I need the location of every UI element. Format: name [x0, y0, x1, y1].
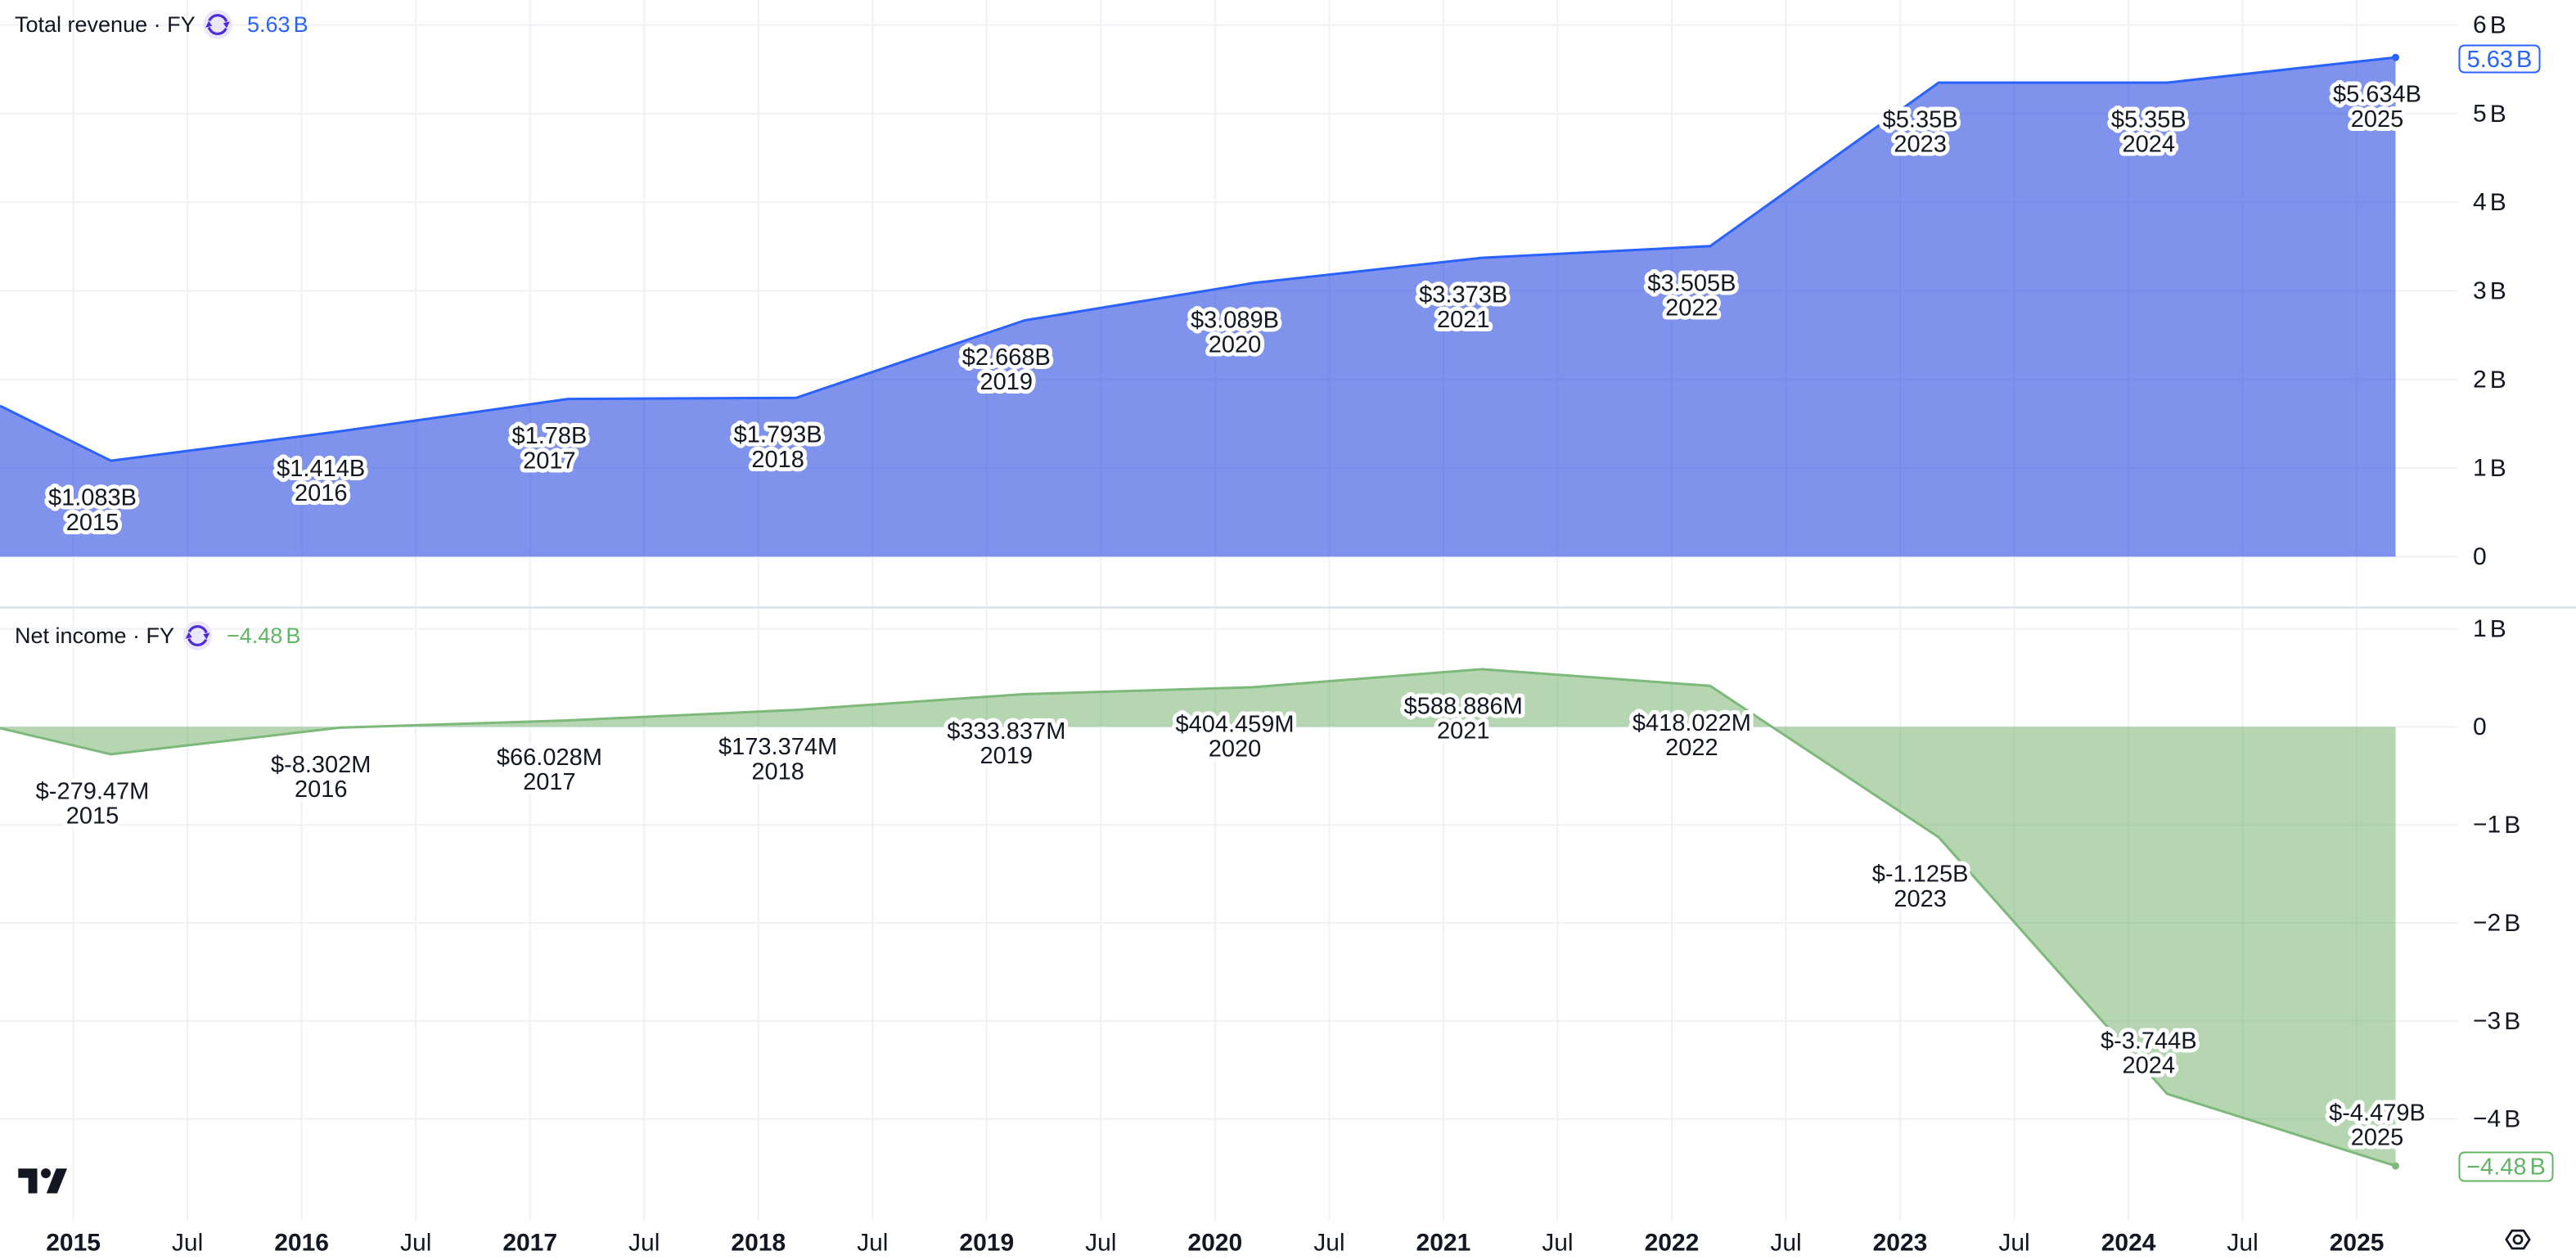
svg-text:2025: 2025	[2351, 106, 2404, 133]
svg-text:2016: 2016	[295, 776, 348, 803]
svg-text:−1B: −1 B	[2473, 812, 2520, 839]
svg-text:6B: 6B	[2473, 11, 2506, 38]
svg-text:0: 0	[2473, 543, 2487, 570]
svg-text:Jul: Jul	[1542, 1230, 1573, 1257]
svg-text:5.63B: 5.63 B	[247, 12, 308, 37]
svg-text:2022: 2022	[1645, 1230, 1700, 1257]
svg-text:2021: 2021	[1416, 1230, 1471, 1257]
svg-text:2019: 2019	[959, 1230, 1014, 1257]
svg-text:Jul: Jul	[2227, 1230, 2258, 1257]
svg-text:4B: 4B	[2473, 189, 2506, 216]
svg-text:2018: 2018	[731, 1230, 786, 1257]
svg-text:$-3.744B: $-3.744B	[2101, 1028, 2197, 1054]
svg-text:$5.35B: $5.35B	[1883, 107, 1958, 133]
svg-text:2020: 2020	[1209, 736, 1262, 763]
svg-text:$404.459M: $404.459M	[1175, 711, 1294, 737]
svg-text:$418.022M: $418.022M	[1633, 710, 1751, 736]
svg-text:Jul: Jul	[1313, 1230, 1344, 1257]
svg-text:2023: 2023	[1894, 886, 1947, 912]
svg-text:2017: 2017	[523, 448, 576, 474]
svg-text:Jul: Jul	[1998, 1230, 2029, 1257]
svg-text:0: 0	[2473, 713, 2487, 740]
svg-text:5B: 5B	[2473, 100, 2506, 127]
svg-text:2022: 2022	[1665, 735, 1718, 761]
svg-text:2023: 2023	[1894, 132, 1947, 158]
svg-text:Jul: Jul	[1085, 1230, 1116, 1257]
svg-text:$-279.47M: $-279.47M	[36, 778, 150, 804]
svg-text:2018: 2018	[751, 758, 804, 785]
svg-text:$333.837M: $333.837M	[947, 718, 1065, 745]
svg-text:2019: 2019	[980, 743, 1034, 769]
svg-text:2022: 2022	[1665, 295, 1718, 322]
svg-text:2021: 2021	[1437, 718, 1490, 745]
svg-text:Jul: Jul	[857, 1230, 888, 1257]
svg-text:2021: 2021	[1437, 307, 1490, 333]
svg-text:$-1.125B: $-1.125B	[1872, 862, 1969, 888]
svg-text:2015: 2015	[46, 1230, 101, 1257]
svg-text:2018: 2018	[751, 447, 804, 473]
svg-text:Jul: Jul	[172, 1230, 203, 1257]
svg-text:−4.48B: −4.48 B	[2466, 1154, 2546, 1181]
svg-text:$1.083B: $1.083B	[48, 485, 137, 511]
svg-text:Net income · FY: Net income · FY	[15, 623, 174, 648]
svg-text:−4B: −4 B	[2473, 1105, 2520, 1132]
svg-text:2024: 2024	[2123, 132, 2176, 158]
svg-text:$5.35B: $5.35B	[2111, 107, 2186, 133]
svg-text:2015: 2015	[66, 803, 119, 830]
svg-text:$3.373B: $3.373B	[1419, 282, 1507, 308]
svg-text:$5.634B: $5.634B	[2333, 82, 2421, 108]
svg-text:2024: 2024	[2101, 1230, 2156, 1257]
svg-text:2020: 2020	[1209, 332, 1262, 358]
svg-text:1B: 1B	[2473, 455, 2506, 482]
svg-text:$-8.302M: $-8.302M	[271, 752, 372, 778]
svg-text:$2.668B: $2.668B	[962, 344, 1051, 371]
svg-text:2016: 2016	[295, 480, 348, 506]
svg-text:−3B: −3 B	[2473, 1007, 2520, 1034]
svg-text:2017: 2017	[523, 769, 576, 795]
svg-text:2025: 2025	[2330, 1230, 2385, 1257]
svg-text:Total revenue · FY: Total revenue · FY	[15, 12, 196, 37]
svg-text:$1.793B: $1.793B	[734, 422, 822, 448]
svg-text:2024: 2024	[2123, 1053, 2176, 1079]
svg-text:$3.505B: $3.505B	[1647, 270, 1736, 296]
svg-text:$588.886M: $588.886M	[1404, 693, 1523, 719]
svg-text:$1.414B: $1.414B	[277, 456, 365, 482]
svg-text:2023: 2023	[1873, 1230, 1928, 1257]
svg-text:$173.374M: $173.374M	[718, 734, 837, 760]
svg-text:−4.48B: −4.48 B	[227, 623, 300, 648]
svg-text:2017: 2017	[502, 1230, 557, 1257]
svg-text:2025: 2025	[2351, 1125, 2404, 1151]
svg-text:$1.78B: $1.78B	[511, 423, 587, 449]
svg-text:$3.089B: $3.089B	[1191, 307, 1279, 333]
svg-text:Jul: Jul	[400, 1230, 431, 1257]
svg-text:2B: 2B	[2473, 366, 2506, 393]
svg-text:1B: 1B	[2473, 615, 2506, 642]
svg-text:Jul: Jul	[628, 1230, 660, 1257]
svg-text:2019: 2019	[980, 369, 1034, 395]
svg-text:2015: 2015	[66, 510, 119, 536]
svg-text:$-4.479B: $-4.479B	[2329, 1100, 2425, 1127]
svg-text:2020: 2020	[1187, 1230, 1242, 1257]
svg-text:3B: 3B	[2473, 277, 2506, 304]
svg-text:$66.028M: $66.028M	[497, 745, 602, 771]
svg-text:Jul: Jul	[1770, 1230, 1801, 1257]
svg-text:−2B: −2 B	[2473, 910, 2520, 937]
svg-text:2016: 2016	[274, 1230, 329, 1257]
svg-text:5.63B: 5.63 B	[2467, 47, 2533, 73]
